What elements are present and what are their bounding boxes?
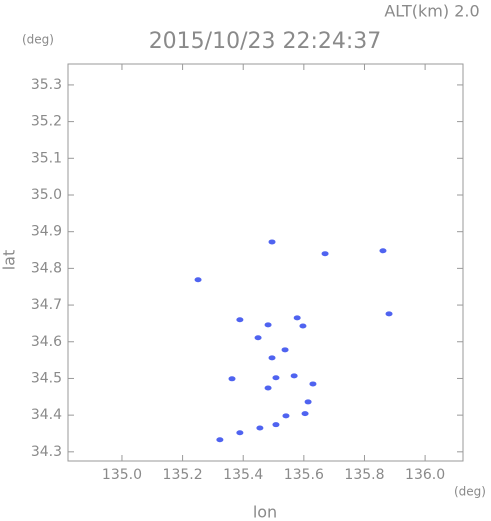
echo-point xyxy=(272,422,280,428)
chart-title: 2015/10/23 22:24:37 xyxy=(149,29,382,54)
plot-frame xyxy=(67,63,464,462)
y-axis-label: lat xyxy=(0,250,19,271)
x-tick-label: 135.4 xyxy=(223,467,263,483)
echo-point xyxy=(264,322,272,328)
x-axis-label: lon xyxy=(253,503,277,521)
echo-point xyxy=(379,248,387,254)
y-tick-label: 35.2 xyxy=(31,114,62,130)
echo-point xyxy=(293,315,301,321)
x-tick-label: 136.0 xyxy=(405,467,445,483)
echo-point xyxy=(321,251,329,257)
echo-point xyxy=(290,373,298,379)
x-tick-label: 135.0 xyxy=(102,467,142,483)
y-tick-label: 35.0 xyxy=(31,187,62,203)
echo-point xyxy=(228,376,236,382)
echo-point xyxy=(268,355,276,361)
echo-point xyxy=(256,425,264,431)
echo-point xyxy=(264,385,272,391)
echo-point xyxy=(281,347,289,353)
echo-point xyxy=(254,335,262,341)
echo-point xyxy=(309,381,317,387)
y-tick-label: 34.7 xyxy=(31,297,62,313)
echo-point xyxy=(194,277,202,283)
echo-point xyxy=(236,430,244,436)
echo-point xyxy=(301,411,309,417)
x-tick-label: 135.8 xyxy=(344,467,384,483)
y-tick-label: 35.3 xyxy=(31,77,62,93)
echo-point xyxy=(385,311,393,317)
y-tick-label: 34.5 xyxy=(31,370,62,386)
x-tick-label: 135.2 xyxy=(163,467,203,483)
echo-point xyxy=(304,399,312,405)
echo-point xyxy=(216,437,224,443)
echo-point xyxy=(268,239,276,245)
x-unit: (deg) xyxy=(454,485,486,499)
y-tick-label: 34.6 xyxy=(31,334,62,350)
echo-point xyxy=(236,317,244,323)
y-tick-label: 34.4 xyxy=(31,407,62,423)
y-tick-label: 34.9 xyxy=(31,224,62,240)
y-unit: (deg) xyxy=(22,33,54,47)
y-tick-label: 34.3 xyxy=(31,444,62,460)
y-tick-label: 34.8 xyxy=(31,260,62,276)
y-tick-label: 35.1 xyxy=(31,150,62,166)
x-tick-label: 135.6 xyxy=(284,467,324,483)
echo-point xyxy=(282,413,290,419)
echo-point xyxy=(272,375,280,381)
echo-point xyxy=(299,323,307,329)
annotation: ALT(km) 2.0 xyxy=(384,2,479,21)
